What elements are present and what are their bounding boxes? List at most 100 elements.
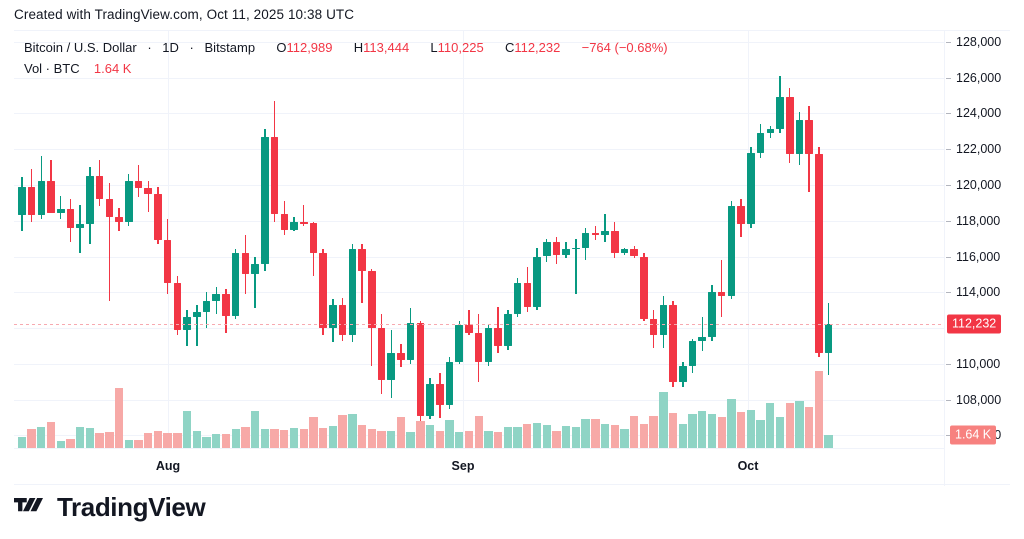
candle-body xyxy=(698,337,707,341)
volume-bar xyxy=(377,430,386,448)
candle-body xyxy=(105,199,114,218)
volume-bar xyxy=(124,440,133,448)
candle-wick xyxy=(196,304,198,346)
candle-body xyxy=(445,362,454,406)
candle-body xyxy=(280,213,289,230)
candle-body xyxy=(115,217,123,223)
volume-bar xyxy=(435,431,444,448)
candle-body xyxy=(756,133,765,153)
volume-bar xyxy=(105,432,114,448)
time-axis-label: Aug xyxy=(155,459,181,473)
candle-wick xyxy=(254,256,256,309)
month-divider-gridline xyxy=(748,31,749,448)
volume-bar xyxy=(221,434,231,448)
candle-body xyxy=(747,152,755,225)
volume-bar xyxy=(250,410,260,448)
candle-body xyxy=(649,319,658,336)
volume-bar xyxy=(328,425,338,448)
volume-bar xyxy=(280,429,289,448)
volume-bar xyxy=(416,420,425,448)
volume-bar xyxy=(698,411,707,448)
price-axis-label: 128,000 xyxy=(956,34,1002,49)
volume-bar xyxy=(270,428,279,448)
candle-body xyxy=(542,242,551,257)
chart-frame: Bitcoin / U.S. Dollar · 1D · Bitstamp O1… xyxy=(14,30,1010,486)
candle-body xyxy=(572,247,580,250)
candle-body xyxy=(494,328,502,346)
candle-body xyxy=(776,97,784,130)
candle-body xyxy=(299,222,308,224)
candle-body xyxy=(66,209,75,228)
price-axis-tick xyxy=(946,149,951,150)
volume-bar xyxy=(571,426,581,448)
time-scale[interactable]: Aug Sep Oct xyxy=(14,448,944,486)
volume-bar xyxy=(299,428,308,448)
candle-wick xyxy=(594,226,597,241)
candle-body xyxy=(397,353,405,361)
price-axis-label: 122,000 xyxy=(956,142,1002,157)
price-axis-tick xyxy=(946,435,951,436)
candle-body xyxy=(630,249,638,257)
candle-body xyxy=(562,249,570,255)
price-axis-label: 110,000 xyxy=(956,356,1001,371)
volume-bar xyxy=(455,432,464,448)
volume-bar xyxy=(814,370,824,448)
volume-bar xyxy=(746,409,756,448)
volume-bar xyxy=(688,413,697,448)
candle-body xyxy=(513,283,522,314)
price-axis-tick xyxy=(946,364,951,365)
price-axis-tick xyxy=(946,185,951,186)
candle-wick xyxy=(147,181,149,212)
volume-bar xyxy=(795,401,804,448)
volume-bar xyxy=(474,416,483,448)
price-axis-label: 118,000 xyxy=(956,213,1001,228)
tradingview-wordmark: TradingView xyxy=(57,492,206,522)
candle-body xyxy=(193,311,201,318)
candle-body xyxy=(474,333,483,363)
candle-body xyxy=(309,223,318,253)
current-volume-badge[interactable]: 1.64 K xyxy=(950,425,997,445)
volume-bar xyxy=(289,428,299,448)
price-line-layer xyxy=(14,31,944,448)
candle-body xyxy=(581,233,590,248)
volume-bar xyxy=(153,431,163,448)
candle-wick xyxy=(721,260,723,318)
price-axis-label: 114,000 xyxy=(956,285,1001,300)
plot-area[interactable]: Bitcoin / U.S. Dollar · 1D · Bitstamp O1… xyxy=(14,31,944,448)
price-scale[interactable]: 128,000 126,000 124,000 122,000 120,000 118,0… xyxy=(944,31,1010,486)
candle-body xyxy=(766,129,775,133)
candle-body xyxy=(737,206,745,225)
candle-body xyxy=(552,242,561,255)
volume-bar xyxy=(241,426,250,448)
candle-body xyxy=(319,252,327,329)
gridline xyxy=(14,78,944,79)
candle-body xyxy=(824,323,833,354)
volume-bar xyxy=(736,412,746,448)
volume-bar xyxy=(639,424,649,448)
candlestick-series xyxy=(14,31,944,448)
candle-body xyxy=(708,292,716,338)
current-price-badge[interactable]: 112,232 xyxy=(947,314,1002,334)
volume-bar xyxy=(649,416,658,448)
candle-wick xyxy=(575,238,577,295)
volume-bar xyxy=(775,416,785,448)
candle-wick xyxy=(361,243,363,304)
volume-bar xyxy=(561,425,571,448)
volume-bar xyxy=(114,387,124,448)
month-divider-gridline xyxy=(463,31,464,448)
volume-bar xyxy=(766,403,775,448)
candle-body xyxy=(261,136,269,264)
volume-bar xyxy=(387,431,396,448)
candle-body xyxy=(377,328,386,380)
candle-body xyxy=(727,206,736,296)
price-axis-label: 116,000 xyxy=(956,249,1001,264)
candle-body xyxy=(231,252,240,316)
price-axis-label: 120,000 xyxy=(956,177,1002,192)
volume-bar xyxy=(503,427,513,448)
candle-body xyxy=(56,209,65,213)
volume-bar xyxy=(367,428,376,448)
candle-wick xyxy=(137,165,140,198)
candle-body xyxy=(212,294,221,302)
volume-bar xyxy=(231,428,240,448)
candle-body xyxy=(163,240,172,284)
